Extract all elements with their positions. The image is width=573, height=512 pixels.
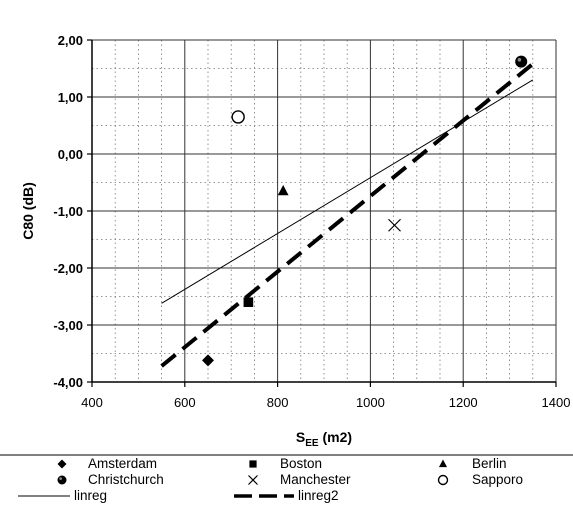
data-point-sapporo — [231, 110, 245, 124]
data-point-amsterdam — [202, 354, 214, 367]
data-point-christchurch-highlight — [517, 58, 522, 62]
x-axis-label-tail: (m2) — [319, 429, 352, 445]
legend-label-sapporo: Sapporo — [472, 472, 523, 487]
legend-marker-manchester — [248, 475, 258, 485]
y-axis-label: C80 (dB) — [20, 182, 36, 240]
data-point-berlin — [277, 185, 289, 196]
legend-label-linreg2: linreg2 — [298, 488, 339, 503]
x-tick-label: 400 — [81, 395, 103, 410]
y-tick-label: 0,00 — [58, 147, 83, 162]
y-tick-label: -3,00 — [53, 318, 83, 333]
regression-lines — [160, 62, 535, 368]
legend-marker-christchurch — [57, 475, 67, 485]
x-axis-label: SEE (m2) — [296, 429, 352, 449]
y-tick-label: -1,00 — [53, 204, 83, 219]
grid — [91, 39, 557, 383]
legend-label-berlin: Berlin — [472, 456, 507, 471]
legend-marker-christchurch-highlight — [59, 477, 63, 480]
y-tick-label: 2,00 — [58, 33, 83, 48]
tick-labels: 400 600 800 1000 1200 1400 2,00 1,00 0,00 -1,00 -2… — [53, 33, 570, 410]
x-axis-label-main: S — [296, 429, 305, 445]
legend-label-manchester: Manchester — [280, 472, 351, 487]
data-point-christchurch — [515, 55, 528, 68]
legend-label-boston: Boston — [280, 456, 322, 471]
data-points — [202, 55, 528, 367]
legend-marker-boston — [249, 460, 257, 468]
axes — [87, 39, 557, 387]
legend-label-linreg: linreg — [74, 488, 107, 503]
x-tick-label: 1200 — [449, 395, 478, 410]
x-axis-label-subscript: EE — [305, 438, 319, 449]
legend-marker-amsterdam — [57, 459, 67, 469]
x-tick-label: 600 — [174, 395, 196, 410]
legend-label-amsterdam: Amsterdam — [88, 456, 157, 471]
legend-marker-berlin — [438, 459, 448, 468]
x-tick-label: 1000 — [356, 395, 385, 410]
y-tick-label: 1,00 — [58, 90, 83, 105]
y-tick-label: -4,00 — [53, 375, 83, 390]
y-tick-label: -2,00 — [53, 261, 83, 276]
data-point-boston — [243, 297, 254, 307]
legend: Amsterdam Boston Berlin Christchurch Manches… — [18, 456, 523, 503]
legend-label-christchurch: Christchurch — [88, 472, 164, 487]
legend-marker-sapporo — [437, 474, 449, 486]
x-tick-label: 800 — [267, 395, 289, 410]
x-tick-label: 1400 — [542, 395, 571, 410]
series-line-linreg — [161, 79, 534, 304]
data-point-manchester — [388, 218, 401, 232]
